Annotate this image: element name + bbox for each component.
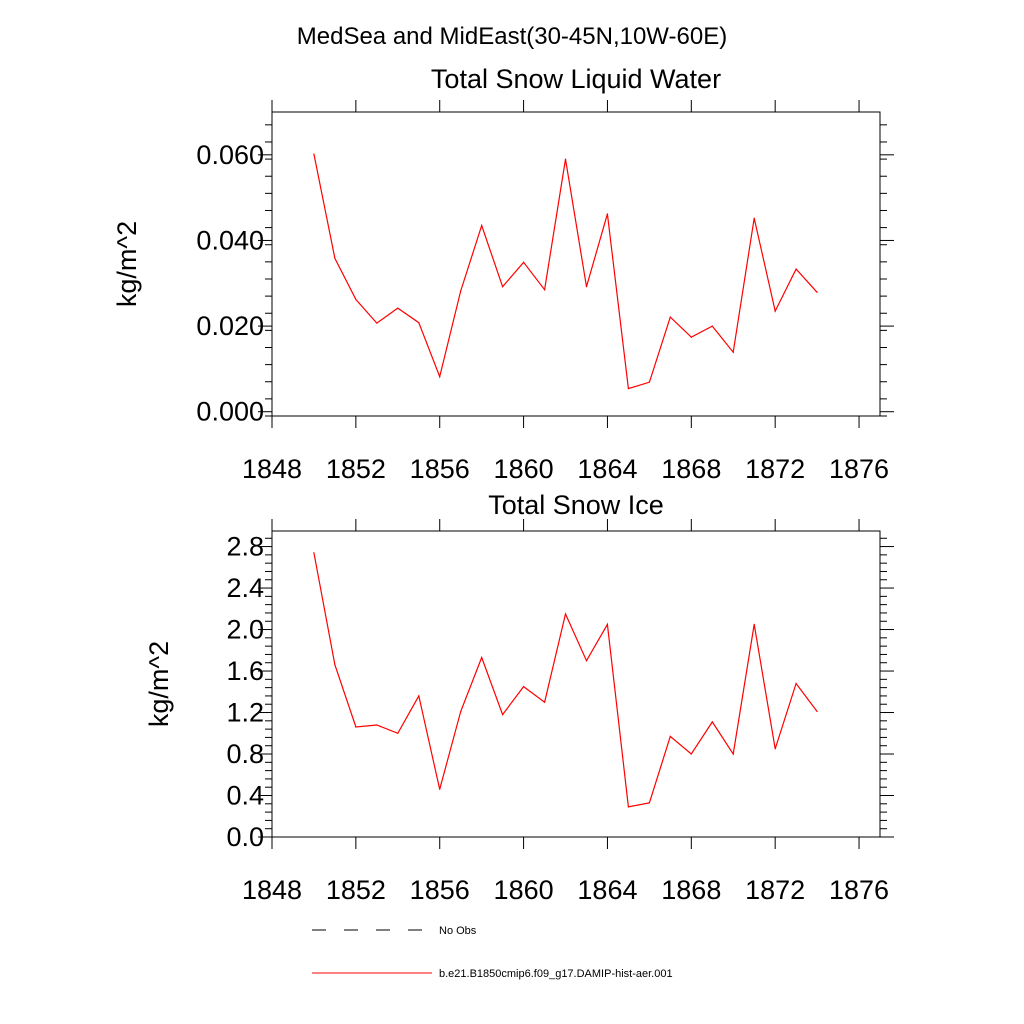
y-tick-label: 0.020 xyxy=(196,311,264,341)
y-tick-label: 2.8 xyxy=(226,532,264,562)
x-tick-label: 1856 xyxy=(410,454,470,484)
data-point xyxy=(543,701,546,703)
data-point xyxy=(585,286,588,288)
data-point xyxy=(669,316,671,318)
x-tick-label: 1848 xyxy=(242,875,302,905)
data-point xyxy=(522,685,525,688)
y-tick-label: 1.6 xyxy=(226,656,264,686)
data-point xyxy=(481,224,483,227)
x-tick-label: 1864 xyxy=(577,454,637,484)
data-point xyxy=(690,336,692,338)
data-point xyxy=(564,158,567,160)
data-point xyxy=(648,381,650,383)
legend: No Obs b.e21.B1850cmip6.f09_g17.DAMIP-his… xyxy=(312,925,673,980)
data-point xyxy=(439,376,441,378)
data-point xyxy=(355,298,357,301)
data-point xyxy=(816,291,818,293)
data-point xyxy=(774,310,776,312)
data-point xyxy=(481,656,483,659)
data-point xyxy=(606,623,609,625)
panel-2: Total Snow Ice 1848 1852 1856 1860 1864 1868 18… xyxy=(144,490,894,905)
x-tick-label: 1868 xyxy=(661,454,721,484)
panel-title: Total Snow Liquid Water xyxy=(431,64,721,94)
y-tick-label: 2.4 xyxy=(226,573,264,603)
y-tick-label: 1.2 xyxy=(226,698,264,728)
x-tick-label: 1860 xyxy=(494,875,554,905)
data-point xyxy=(606,213,609,215)
data-point xyxy=(711,325,713,327)
x-tick-label: 1868 xyxy=(661,875,721,905)
data-point xyxy=(502,286,504,288)
y-axis-label: kg/m^2 xyxy=(112,221,142,307)
legend-label: b.e21.B1850cmip6.f09_g17.DAMIP-hist-aer.… xyxy=(439,968,673,980)
x-tick-label: 1852 xyxy=(326,875,386,905)
y-tick-label: 0.040 xyxy=(196,225,264,255)
data-point xyxy=(418,322,420,324)
data-point xyxy=(313,552,315,554)
x-tick-label: 1876 xyxy=(829,454,889,484)
data-point xyxy=(334,257,336,260)
legend-entry: No Obs xyxy=(312,925,477,937)
x-tick-label: 1848 xyxy=(242,454,302,484)
data-point xyxy=(774,748,776,750)
data-point xyxy=(376,322,378,324)
y-tick-label: 2.0 xyxy=(226,615,264,645)
data-point xyxy=(543,289,546,291)
page-title: MedSea and MidEast(30-45N,10W-60E) xyxy=(297,23,727,50)
data-point xyxy=(439,788,441,790)
data-point xyxy=(564,613,567,615)
data-point xyxy=(795,682,797,685)
x-tick-label: 1852 xyxy=(326,454,386,484)
legend-entry: b.e21.B1850cmip6.f09_g17.DAMIP-hist-aer.… xyxy=(312,968,673,980)
y-tick-label: 0.4 xyxy=(226,781,264,811)
data-point xyxy=(648,802,650,804)
y-tick-label: 0.060 xyxy=(196,140,264,170)
legend-label: No Obs xyxy=(439,925,477,937)
data-point xyxy=(816,710,818,713)
data-point xyxy=(585,660,588,662)
panels: Total Snow Liquid Water 1848 1852 1856 1860 1… xyxy=(112,64,894,905)
x-tick-label: 1872 xyxy=(745,454,805,484)
plot-frame xyxy=(271,111,881,417)
data-point xyxy=(711,721,713,723)
x-tick-label: 1872 xyxy=(745,875,805,905)
y-tick-label: 0.8 xyxy=(226,739,264,769)
data-point xyxy=(732,753,734,755)
panel-1: Total Snow Liquid Water 1848 1852 1856 1860 1… xyxy=(112,64,894,484)
panel-title: Total Snow Ice xyxy=(488,490,664,520)
data-point xyxy=(397,307,399,309)
x-tick-label: 1860 xyxy=(494,454,554,484)
data-point xyxy=(627,806,630,808)
data-point xyxy=(732,351,734,353)
y-tick-label: 0.0 xyxy=(226,822,264,852)
data-point xyxy=(376,724,378,726)
data-point xyxy=(397,732,399,734)
data-point xyxy=(334,664,336,666)
data-point xyxy=(522,261,525,263)
x-tick-label: 1856 xyxy=(410,875,470,905)
series-line xyxy=(313,153,818,390)
data-point xyxy=(690,753,692,755)
data-point xyxy=(627,387,630,390)
series-line xyxy=(313,552,818,808)
data-point xyxy=(753,623,755,625)
y-axis-label: kg/m^2 xyxy=(144,641,174,727)
data-point xyxy=(313,153,315,155)
data-point xyxy=(355,726,357,728)
y-tick-label: 0.000 xyxy=(196,397,264,427)
data-point xyxy=(753,217,755,219)
data-point xyxy=(502,714,504,716)
plot-frame xyxy=(271,530,881,838)
data-point xyxy=(460,710,462,713)
data-point xyxy=(669,735,671,737)
data-point xyxy=(795,268,797,270)
data-point xyxy=(460,290,462,292)
data-point xyxy=(418,695,420,697)
x-tick-label: 1864 xyxy=(577,875,637,905)
x-tick-label: 1876 xyxy=(829,875,889,905)
